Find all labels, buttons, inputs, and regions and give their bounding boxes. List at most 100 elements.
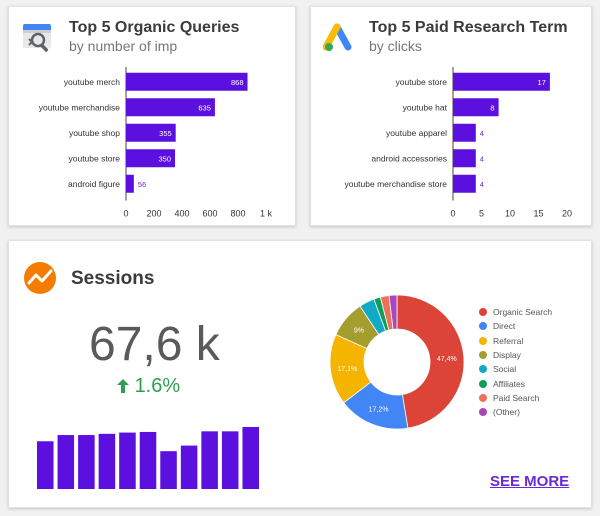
slice-label: 47,4% [437,356,457,363]
sessions-donut-chart: 47,4% 17,2% 17,1% 9% [329,294,465,430]
category-label: youtube shop [69,128,120,138]
x-tick-label: 800 [230,209,245,219]
x-tick-label: 20 [562,209,572,219]
paid-terms-chart: youtube store 17 youtube hat 8 youtube appar… [344,67,572,219]
category-label: youtube store [395,77,447,87]
category-label: youtube hat [403,102,448,112]
search-console-icon [23,24,51,52]
slice-label: 17,2% [369,406,389,413]
legend-item: Organic Search [479,305,552,319]
bar-value-label: 56 [138,180,146,189]
x-tick-label: 1 k [260,209,273,219]
category-label: youtube merchandise store [344,179,447,189]
bar-value-label: 350 [158,154,171,163]
card-title: Top 5 Organic Queries [69,19,240,36]
x-tick-label: 600 [202,209,217,219]
sessions-sparkline [37,427,259,489]
legend-swatch [479,365,487,374]
donut-slice [388,294,398,330]
sparkline-bar [180,445,198,489]
organic-queries-card: Top 5 Organic Queries by number of imp y… [8,6,296,226]
card-subtitle: by clicks [369,38,422,54]
legend-item: Display [479,348,552,362]
legend-item: (Other) [479,405,552,419]
category-label: android figure [68,179,120,189]
sparkline-bar [57,435,75,489]
category-label: youtube merch [64,77,120,87]
category-label: android accessories [371,153,447,163]
sparkline-bar [37,441,54,489]
sessions-delta: 1.6% [117,375,180,398]
legend-swatch [479,393,487,402]
x-tick-label: 15 [533,209,543,219]
bar-value-label: 868 [231,78,244,87]
donut-legend: Organic Search Direct Referral Display Socia… [479,305,552,419]
bar [453,123,476,142]
category-label: youtube merchandise [39,102,121,112]
sessions-title: Sessions [71,268,155,289]
analytics-icon [24,262,56,294]
x-tick-label: 0 [450,209,455,219]
legend-item: Affiliates [479,376,552,390]
bar [126,72,248,91]
see-more-link[interactable]: SEE MORE [490,473,570,490]
bar [453,149,476,168]
legend-item: Paid Search [479,391,552,405]
slice-label: 17,1% [337,366,357,373]
legend-label: Social [493,364,517,375]
x-tick-label: 10 [505,209,515,219]
card-subtitle: by number of imp [69,38,178,54]
sparkline-bar [201,431,218,489]
legend-swatch [479,379,487,388]
bar-value-label: 355 [159,129,172,138]
sparkline-bar [242,427,259,489]
legend-label: Display [493,350,521,361]
bar-value-label: 635 [198,103,211,112]
x-tick-label: 0 [123,209,128,219]
legend-swatch [479,408,487,417]
legend-label: Affiliates [493,378,525,389]
sparkline-bar [119,432,136,489]
sparkline-bar [98,433,116,489]
legend-label: Referral [493,335,524,346]
bar [453,72,550,91]
x-tick-label: 5 [479,209,484,219]
legend-label: (Other) [493,407,520,418]
arrow-up-icon [117,379,129,393]
legend-label: Direct [493,321,516,332]
legend-swatch [479,351,487,360]
bar-value-label: 8 [490,103,494,112]
delta-text: 1.6% [134,375,181,397]
sparkline-bar [78,435,95,489]
card-title: Top 5 Paid Research Term [369,19,568,36]
donut-slice [396,294,465,429]
bar [453,174,476,193]
category-label: youtube store [68,153,120,163]
legend-label: Organic Search [493,307,553,318]
google-ads-icon [323,23,352,51]
sparkline-bar [139,431,157,489]
bar-value-label: 4 [480,180,484,189]
bar [126,149,175,168]
x-tick-label: 400 [174,209,189,219]
sessions-value: 67,6 k [89,318,220,371]
organic-queries-chart: youtube merch 868 youtube merchandise 635 yo… [39,67,273,219]
bar-value-label: 4 [480,154,484,163]
category-label: youtube apparel [386,128,447,138]
bar [126,98,215,117]
legend-item: Direct [479,319,552,333]
bar-value-label: 17 [538,78,546,87]
paid-research-card: Top 5 Paid Research Term by clicks youtu… [310,6,592,226]
sparkline-bar [160,451,177,489]
legend-item: Social [479,362,552,376]
bar [453,98,499,117]
legend-swatch [479,336,487,345]
bar-value-label: 4 [480,129,484,138]
bar [126,174,134,193]
legend-swatch [479,322,487,331]
x-tick-label: 200 [146,209,161,219]
sessions-card: Sessions 67,6 k 1.6% 47,4% 17,2% 17,1% 9% O… [8,240,592,508]
legend-item: Referral [479,334,552,348]
sparkline-bar [221,431,239,489]
legend-label: Paid Search [493,392,540,403]
